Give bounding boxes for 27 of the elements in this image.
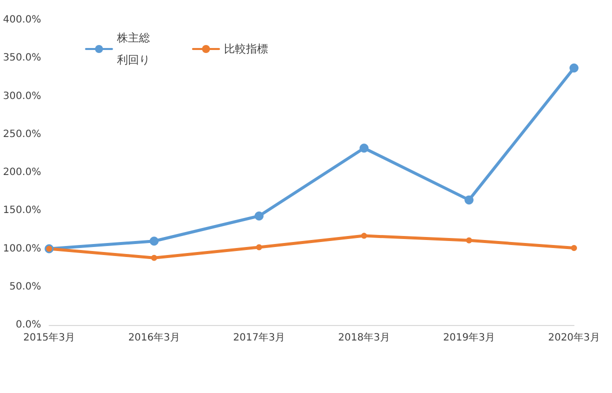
point	[256, 244, 262, 250]
y-tick-label: 50.0%	[9, 281, 42, 292]
y-tick-label: 400.0%	[2, 14, 42, 26]
point	[151, 254, 158, 261]
x-tick-label: 2019年3月	[443, 332, 495, 344]
y-tick-label: 100.0%	[2, 243, 42, 254]
point	[466, 237, 472, 244]
x-tick-label: 2018年3月	[338, 332, 390, 344]
y-tick-label: 300.0%	[2, 90, 42, 102]
x-tick-label: 2017年3月	[233, 332, 285, 344]
point	[571, 244, 577, 251]
y-tick-label: 350.0%	[2, 52, 42, 64]
x-tick-label: 2016年3月	[128, 332, 180, 344]
point	[360, 144, 369, 153]
y-tick-label: 150.0%	[2, 205, 42, 216]
point	[150, 236, 159, 246]
point	[254, 211, 264, 220]
x-tick-label: 2015年3月	[23, 332, 76, 344]
y-tick-label: 0.0%	[16, 320, 42, 330]
legend-label: 比較指標	[224, 42, 268, 56]
y-tick-label: 200.0%	[2, 167, 42, 178]
point	[361, 232, 368, 239]
x-tick-label: 2020年3月	[548, 332, 600, 344]
legend-label: 株主総利回り	[116, 32, 150, 66]
y-tick-label: 250.0%	[2, 128, 42, 140]
point	[464, 195, 474, 204]
point	[570, 64, 578, 73]
